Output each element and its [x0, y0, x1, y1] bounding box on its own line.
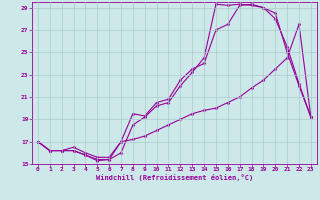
- X-axis label: Windchill (Refroidissement éolien,°C): Windchill (Refroidissement éolien,°C): [96, 174, 253, 181]
